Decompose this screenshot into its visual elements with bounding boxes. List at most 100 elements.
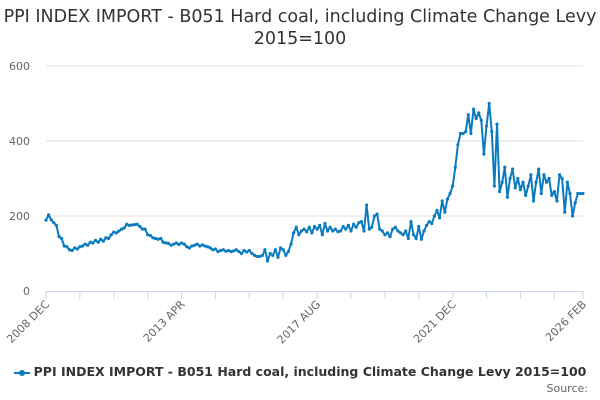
data-point [78, 245, 82, 249]
data-point [242, 248, 246, 253]
data-point [247, 248, 251, 253]
data-point [466, 113, 470, 117]
source-label: Source: [546, 382, 589, 395]
data-point [54, 223, 59, 227]
data-point [383, 233, 387, 237]
data-point [211, 248, 215, 252]
data-point [443, 210, 447, 214]
data-point [224, 249, 228, 253]
data-point [534, 180, 538, 184]
data-point [182, 242, 186, 246]
data-point [495, 122, 499, 126]
data-point [372, 214, 377, 218]
data-point [190, 244, 194, 248]
data-point [474, 116, 478, 121]
data-point [172, 242, 176, 246]
data-point [99, 237, 103, 241]
data-point [83, 242, 87, 246]
data-point [464, 130, 468, 134]
data-point [263, 248, 267, 252]
data-point [362, 229, 366, 233]
data-point [117, 229, 121, 233]
data-point [333, 227, 337, 231]
data-point [104, 236, 108, 240]
data-point [281, 248, 285, 252]
data-point [106, 236, 111, 241]
y-axis: 0 200 400 600 [9, 60, 30, 298]
data-point [200, 243, 205, 247]
data-point [477, 111, 481, 115]
data-point [430, 221, 434, 226]
data-point [57, 235, 61, 239]
data-point [49, 218, 53, 222]
data-point [529, 173, 533, 177]
data-point [497, 190, 502, 194]
data-point [138, 224, 142, 229]
data-point [88, 240, 92, 244]
data-point [336, 230, 340, 234]
data-point [265, 259, 270, 263]
data-point [159, 236, 163, 241]
data-point [573, 201, 577, 205]
y-tick-label: 0 [23, 285, 30, 298]
data-point [570, 214, 575, 218]
data-point [299, 229, 304, 233]
legend-label: PPI INDEX IMPORT - B051 Hard coal, inclu… [33, 364, 587, 379]
data-point [581, 191, 585, 196]
data-point [143, 227, 147, 231]
data-point [305, 230, 309, 234]
data-point [312, 224, 317, 229]
data-point [125, 222, 129, 226]
data-point [206, 245, 210, 249]
data-point [560, 176, 564, 181]
data-point [122, 226, 126, 230]
x-tick-label: 2021 DEC [411, 298, 459, 346]
data-point [307, 225, 311, 229]
data-point [479, 118, 483, 122]
data-point [378, 227, 382, 231]
data-point [563, 210, 567, 214]
data-point [539, 191, 543, 196]
data-point [503, 165, 507, 169]
data-point [52, 221, 56, 225]
data-point [346, 223, 350, 227]
data-point [359, 220, 364, 224]
data-point [471, 107, 476, 111]
data-point [388, 235, 392, 239]
data-point [357, 221, 361, 225]
data-point [565, 180, 569, 184]
data-point [151, 236, 155, 240]
data-point [354, 225, 358, 229]
data-point [453, 165, 457, 169]
data-point [133, 223, 137, 227]
data-point [109, 233, 113, 237]
data-point [114, 231, 118, 235]
data-point [60, 236, 64, 241]
data-point [531, 199, 536, 203]
data-point [542, 173, 546, 177]
data-point [302, 227, 306, 231]
data-point [417, 224, 421, 229]
data-point [195, 242, 199, 246]
data-point [367, 227, 371, 231]
data-point [161, 240, 165, 244]
data-point [344, 227, 348, 231]
data-point [505, 195, 510, 199]
legend-item[interactable]: PPI INDEX IMPORT - B051 Hard coal, inclu… [0, 364, 600, 379]
data-point [213, 247, 218, 251]
data-point [203, 244, 207, 248]
data-point [487, 101, 491, 106]
data-point [130, 223, 134, 227]
data-point [260, 253, 264, 257]
data-point [216, 250, 220, 254]
data-point [424, 223, 429, 227]
data-point [169, 243, 173, 247]
data-point [406, 236, 410, 241]
data-point [461, 131, 465, 136]
data-point [500, 180, 504, 184]
x-tick-label: 2013 APR [141, 298, 188, 345]
data-point [286, 250, 291, 254]
data-point [127, 223, 132, 227]
data-point [328, 225, 332, 229]
data-point [292, 231, 296, 235]
